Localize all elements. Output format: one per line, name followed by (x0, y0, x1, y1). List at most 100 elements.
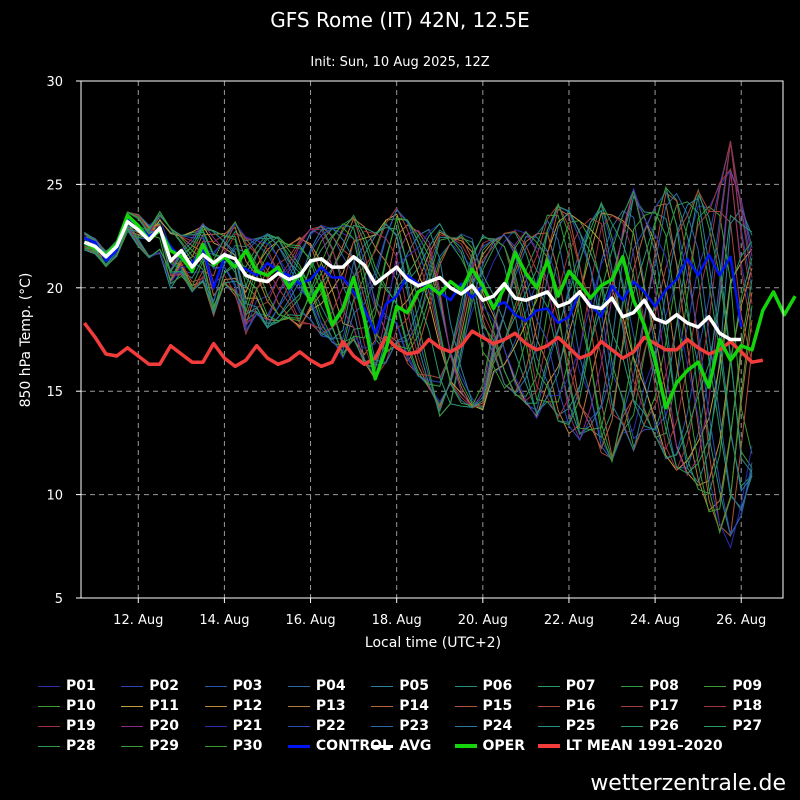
legend-item: CONTROL (287, 736, 391, 756)
y-tick-label: 15 (46, 385, 63, 400)
x-tick-label: 22. Aug (544, 613, 594, 628)
legend-label: P08 (649, 678, 679, 694)
plot-frame (80, 80, 784, 599)
legend-item: P14 (371, 696, 429, 716)
member-line-p26 (84, 205, 753, 459)
legend-item: P03 (204, 676, 262, 696)
legend-label: LT MEAN 1991–2020 (565, 738, 723, 754)
legend-item: P07 (537, 676, 596, 696)
oper-line (83, 213, 797, 410)
legend: P01 P02 P03 P04 P05 P06 P07 P08 P09 P10 P11 P12 P13 P… (38, 676, 778, 756)
chart-subtitle: Init: Sun, 10 Aug 2025, 12Z (310, 55, 489, 70)
member-line-p19 (84, 141, 753, 472)
legend-swatch (287, 685, 310, 687)
legend-label: P25 (565, 718, 596, 734)
legend-label: P19 (66, 718, 96, 734)
legend-swatch (287, 744, 310, 748)
control-line (83, 216, 743, 335)
legend-label: P14 (399, 698, 429, 714)
legend-swatch (454, 685, 477, 687)
x-tick-label: 12. Aug (113, 613, 163, 628)
legend-swatch (204, 745, 227, 747)
legend-label: P12 (232, 698, 263, 714)
legend-swatch (121, 725, 144, 727)
legend-item: P05 (371, 676, 429, 696)
x-axis-label: Local time (UTC+2) (365, 635, 501, 651)
legend-label: CONTROL (315, 738, 391, 754)
ensemble-chart: GFS Rome (IT) 42N, 12.5E Init: Sun, 10 A… (18, 8, 797, 651)
member-line-p28 (84, 189, 753, 495)
legend-label: P28 (66, 738, 96, 754)
legend-item: P08 (621, 676, 679, 696)
legend-label: P29 (149, 738, 180, 754)
legend-item: P11 (121, 696, 179, 716)
member-line-p06 (84, 195, 753, 537)
legend-item: P13 (287, 696, 346, 716)
legend-item: P20 (121, 716, 179, 736)
legend-label: OPER (482, 738, 526, 754)
legend-swatch (704, 705, 727, 707)
legend-item: P27 (704, 716, 762, 736)
legend-swatch (371, 744, 394, 748)
legend-item: P09 (704, 676, 762, 696)
legend-item: P28 (38, 736, 96, 756)
legend-swatch (371, 725, 394, 727)
y-axis-ticks: 5 10 15 20 25 30 (46, 75, 81, 607)
legend-item: P26 (621, 716, 679, 736)
legend-item: P10 (38, 696, 96, 716)
legend-label: P07 (565, 678, 596, 694)
legend-row: P01 P02 P03 P04 P05 P06 P07 P08 P09 (38, 676, 778, 696)
legend-swatch (287, 725, 310, 727)
legend-label: P21 (232, 718, 263, 734)
member-line-p11 (84, 212, 753, 471)
member-line-p27 (84, 201, 753, 475)
x-tick-label: 14. Aug (199, 613, 249, 628)
legend-label: P10 (66, 698, 96, 714)
legend-swatch (204, 685, 227, 687)
legend-label: P06 (482, 678, 513, 694)
legend-label: P02 (149, 678, 180, 694)
legend-swatch (204, 705, 227, 707)
legend-item: P22 (287, 716, 346, 736)
legend-swatch (121, 705, 144, 707)
legend-label: P30 (232, 738, 263, 754)
legend-swatch (371, 685, 394, 687)
legend-row: P19 P20 P21 P22 P23 P24 P25 P26 P27 (38, 716, 778, 736)
chart-title: GFS Rome (IT) 42N, 12.5E (270, 8, 529, 32)
legend-item: P06 (454, 676, 513, 696)
x-tick-label: 20. Aug (458, 613, 508, 628)
legend-label: P22 (315, 718, 346, 734)
y-tick-label: 25 (46, 178, 63, 193)
y-tick-label: 20 (46, 282, 63, 297)
legend-item: OPER (454, 736, 526, 756)
legend-swatch (204, 725, 227, 727)
legend-item: P29 (121, 736, 179, 756)
x-tick-label: 16. Aug (285, 613, 335, 628)
legend-item: P01 (38, 676, 96, 696)
x-tick-label: 26. Aug (716, 613, 766, 628)
member-line-p24 (84, 197, 753, 493)
legend-swatch (537, 725, 560, 727)
x-tick-label: 24. Aug (630, 613, 680, 628)
legend-item: P17 (621, 696, 679, 716)
legend-label: P26 (649, 718, 679, 734)
y-tick-label: 5 (55, 592, 63, 607)
legend-label: P16 (565, 698, 596, 714)
grid (81, 81, 783, 598)
legend-swatch (371, 705, 394, 707)
legend-item: P02 (121, 676, 179, 696)
legend-swatch (704, 725, 727, 727)
member-line-p17 (84, 168, 753, 453)
legend-row: P28 P29 P30 CONTROL AVG OPER LT MEAN 1991–2020 (38, 736, 778, 756)
highlight-lines (83, 213, 797, 410)
legend-item: AVG (371, 736, 431, 756)
legend-label: AVG (399, 738, 432, 754)
legend-label: P20 (149, 718, 180, 734)
legend-swatch (621, 725, 644, 727)
legend-swatch (704, 685, 727, 687)
legend-swatch (537, 685, 560, 687)
y-tick-label: 10 (46, 489, 63, 504)
legend-label: P05 (399, 678, 429, 694)
y-axis-label: 850 hPa Temp. (°C) (18, 273, 34, 408)
x-axis-ticks: 12. Aug 14. Aug 16. Aug 18. Aug 20. Aug 22. A… (113, 598, 766, 628)
